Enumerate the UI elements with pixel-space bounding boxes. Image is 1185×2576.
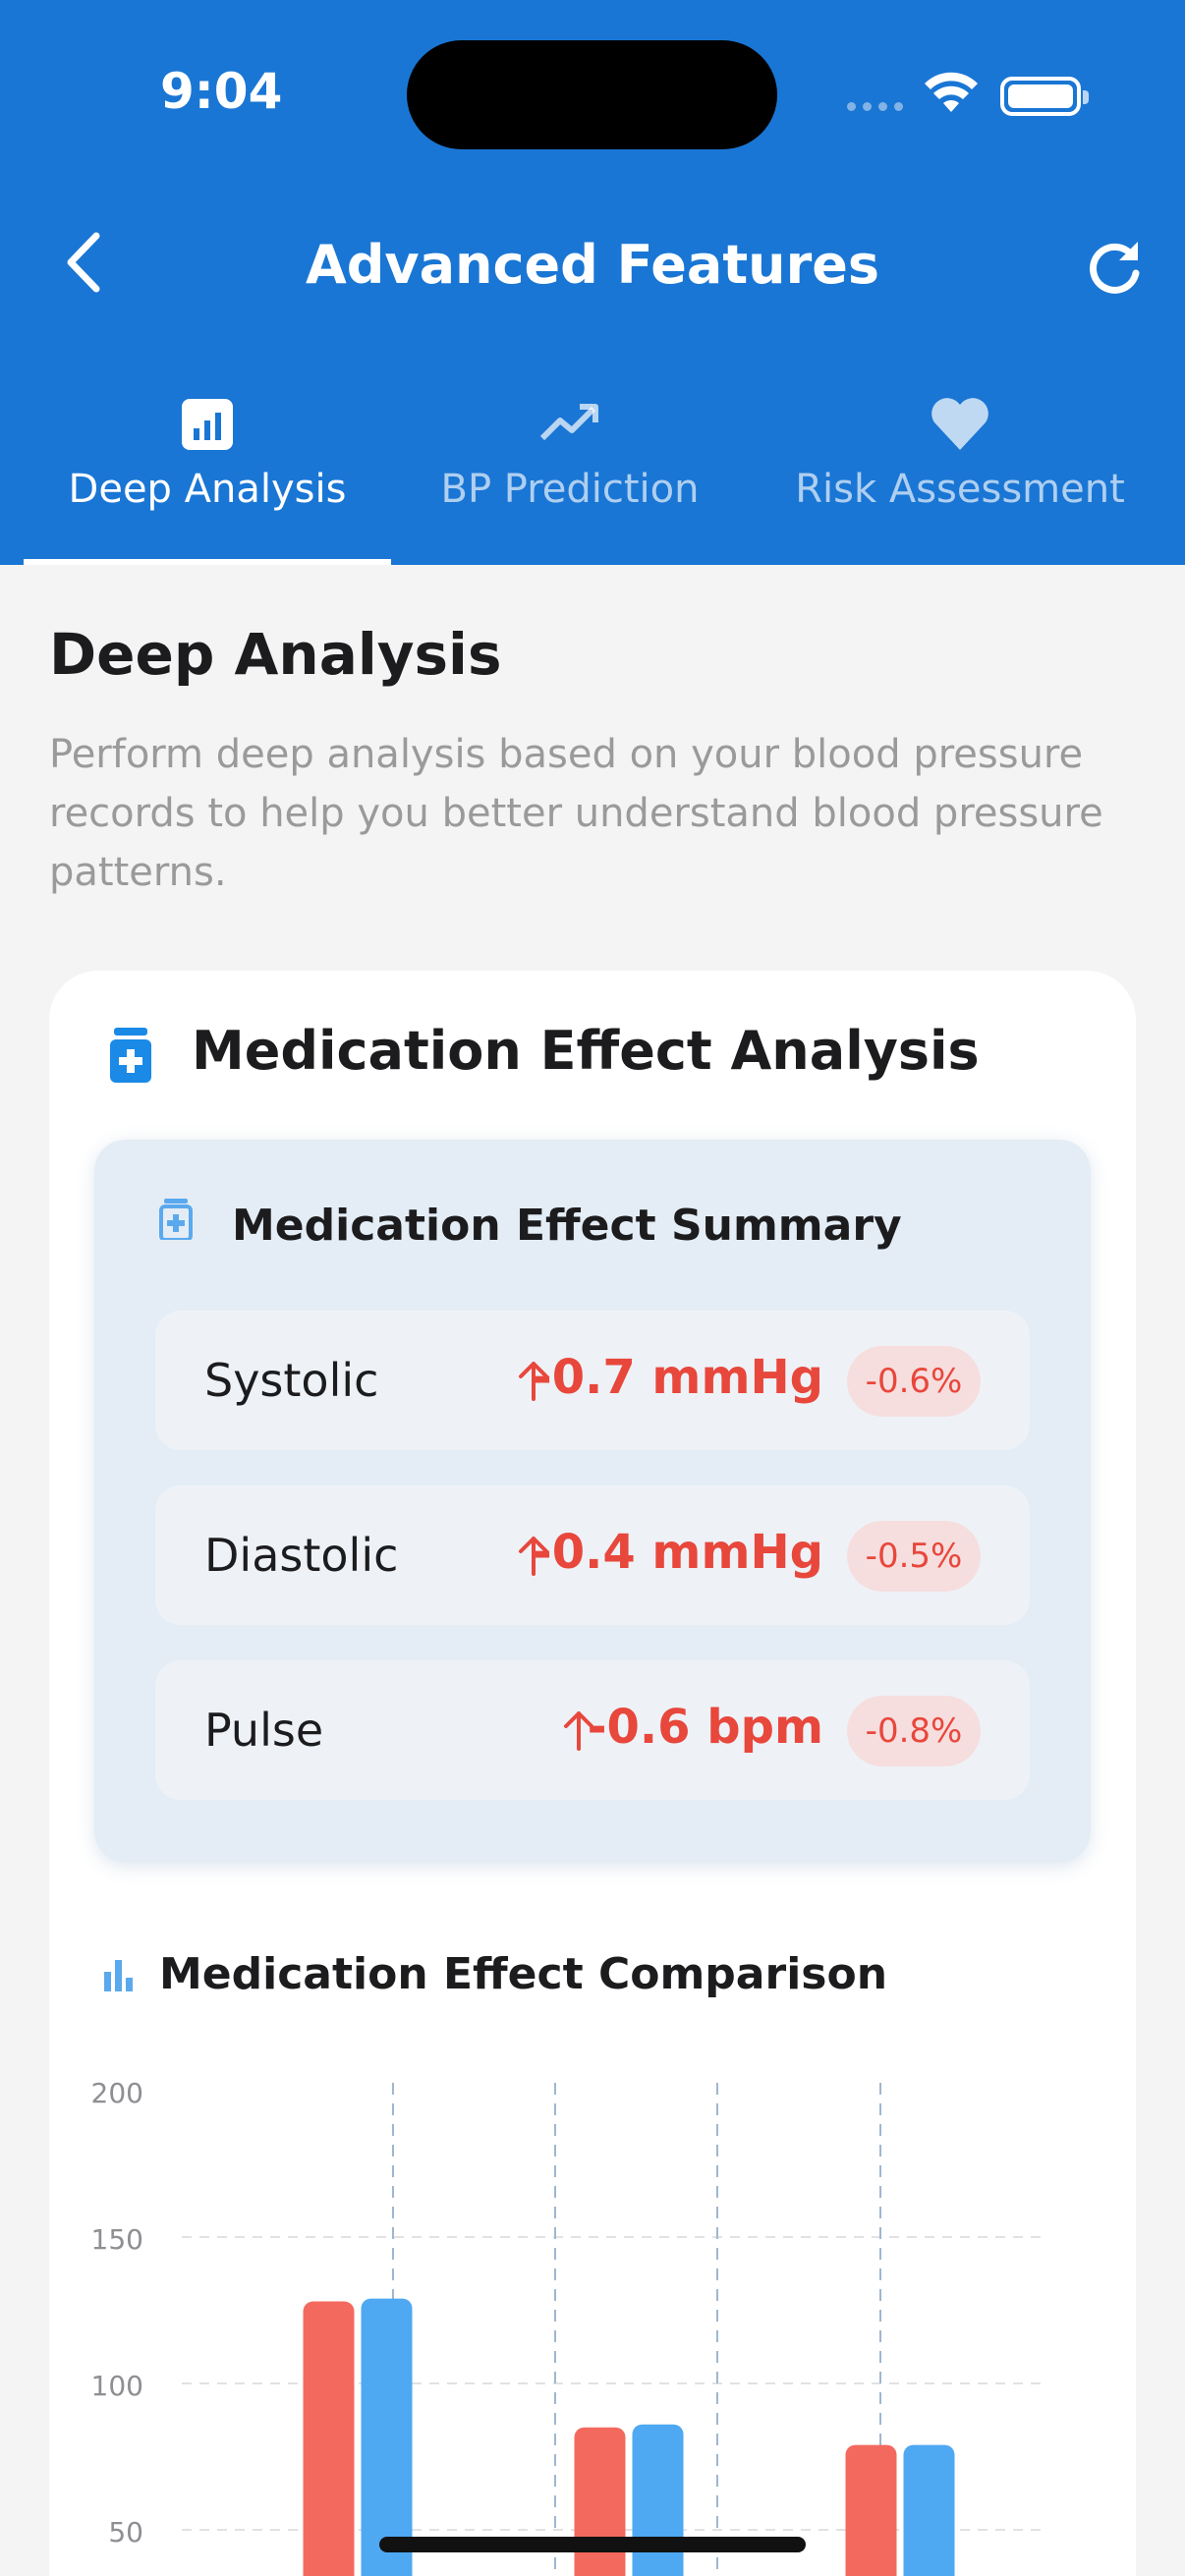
dynamic-island [407, 40, 777, 149]
comparison-title: Medication Effect Comparison [159, 1949, 888, 1999]
summary-title: Medication Effect Summary [232, 1201, 902, 1251]
trend-up-icon [539, 404, 598, 441]
cellular-signal-icon [847, 102, 903, 111]
tab-risk-assessment[interactable]: Risk Assessment [776, 393, 1144, 565]
metric-value: -0.7 mmHg [532, 1350, 823, 1405]
tab-deep-analysis[interactable]: Deep Analysis [24, 393, 391, 565]
percent-badge: -0.6% [847, 1346, 981, 1417]
medication-icon [110, 1028, 151, 1083]
metric-diastolic: Diastolic -0.4 mmHg -0.5% [155, 1485, 1030, 1625]
section-title: Deep Analysis [49, 621, 502, 688]
bar-chart-icon [182, 399, 233, 450]
y-tick-label: 50 [108, 2516, 143, 2548]
arrow-up-icon [519, 1537, 548, 1576]
card-title: Medication Effect Analysis [192, 1020, 980, 1082]
bar [361, 2298, 413, 2576]
bar-chart-icon [104, 1960, 133, 1991]
wifi-icon [925, 72, 978, 112]
status-time: 9:04 [160, 63, 283, 120]
percent-badge: -0.8% [847, 1696, 981, 1766]
metric-label: Systolic [204, 1354, 379, 1407]
section-description: Perform deep analysis based on your bloo… [49, 732, 1103, 895]
arrow-up-icon [519, 1362, 548, 1401]
tab-label: Deep Analysis [68, 467, 347, 512]
bar [845, 2444, 897, 2576]
medication-comparison-chart: 200 150 100 50 [88, 2061, 1100, 2576]
metric-pulse: Pulse -0.6 bpm -0.8% [155, 1660, 1030, 1800]
metric-systolic: Systolic -0.7 mmHg -0.6% [155, 1311, 1030, 1450]
y-tick-label: 150 [91, 2223, 143, 2256]
y-tick-label: 200 [91, 2077, 143, 2109]
active-tab-indicator [24, 559, 391, 565]
medication-icon [159, 1199, 193, 1240]
metric-value: -0.6 bpm [587, 1700, 823, 1755]
home-indicator[interactable] [379, 2537, 806, 2552]
battery-icon [1000, 77, 1089, 116]
tab-bp-prediction[interactable]: BP Prediction [413, 393, 727, 565]
bar [903, 2444, 955, 2576]
refresh-button[interactable] [1081, 234, 1150, 303]
arrow-up-icon [564, 1711, 593, 1751]
medication-summary-panel: Medication Effect Summary Systolic -0.7 … [94, 1140, 1091, 1863]
medication-effect-card: Medication Effect Analysis Medication Ef… [49, 971, 1136, 2576]
metric-value: -0.4 mmHg [532, 1525, 823, 1580]
back-button[interactable] [57, 228, 116, 297]
metric-label: Diastolic [204, 1529, 399, 1582]
tab-label: BP Prediction [440, 467, 700, 512]
y-tick-label: 100 [91, 2370, 143, 2402]
bar [632, 2424, 684, 2576]
app-header: 9:04 Advanced Features Deep Analysis BP … [0, 0, 1185, 565]
metric-label: Pulse [204, 1704, 324, 1757]
bar [303, 2301, 355, 2576]
bar [574, 2427, 626, 2576]
percent-badge: -0.5% [847, 1521, 981, 1592]
tab-label: Risk Assessment [795, 467, 1125, 512]
page-title: Advanced Features [305, 234, 880, 296]
heart-icon [931, 398, 988, 450]
